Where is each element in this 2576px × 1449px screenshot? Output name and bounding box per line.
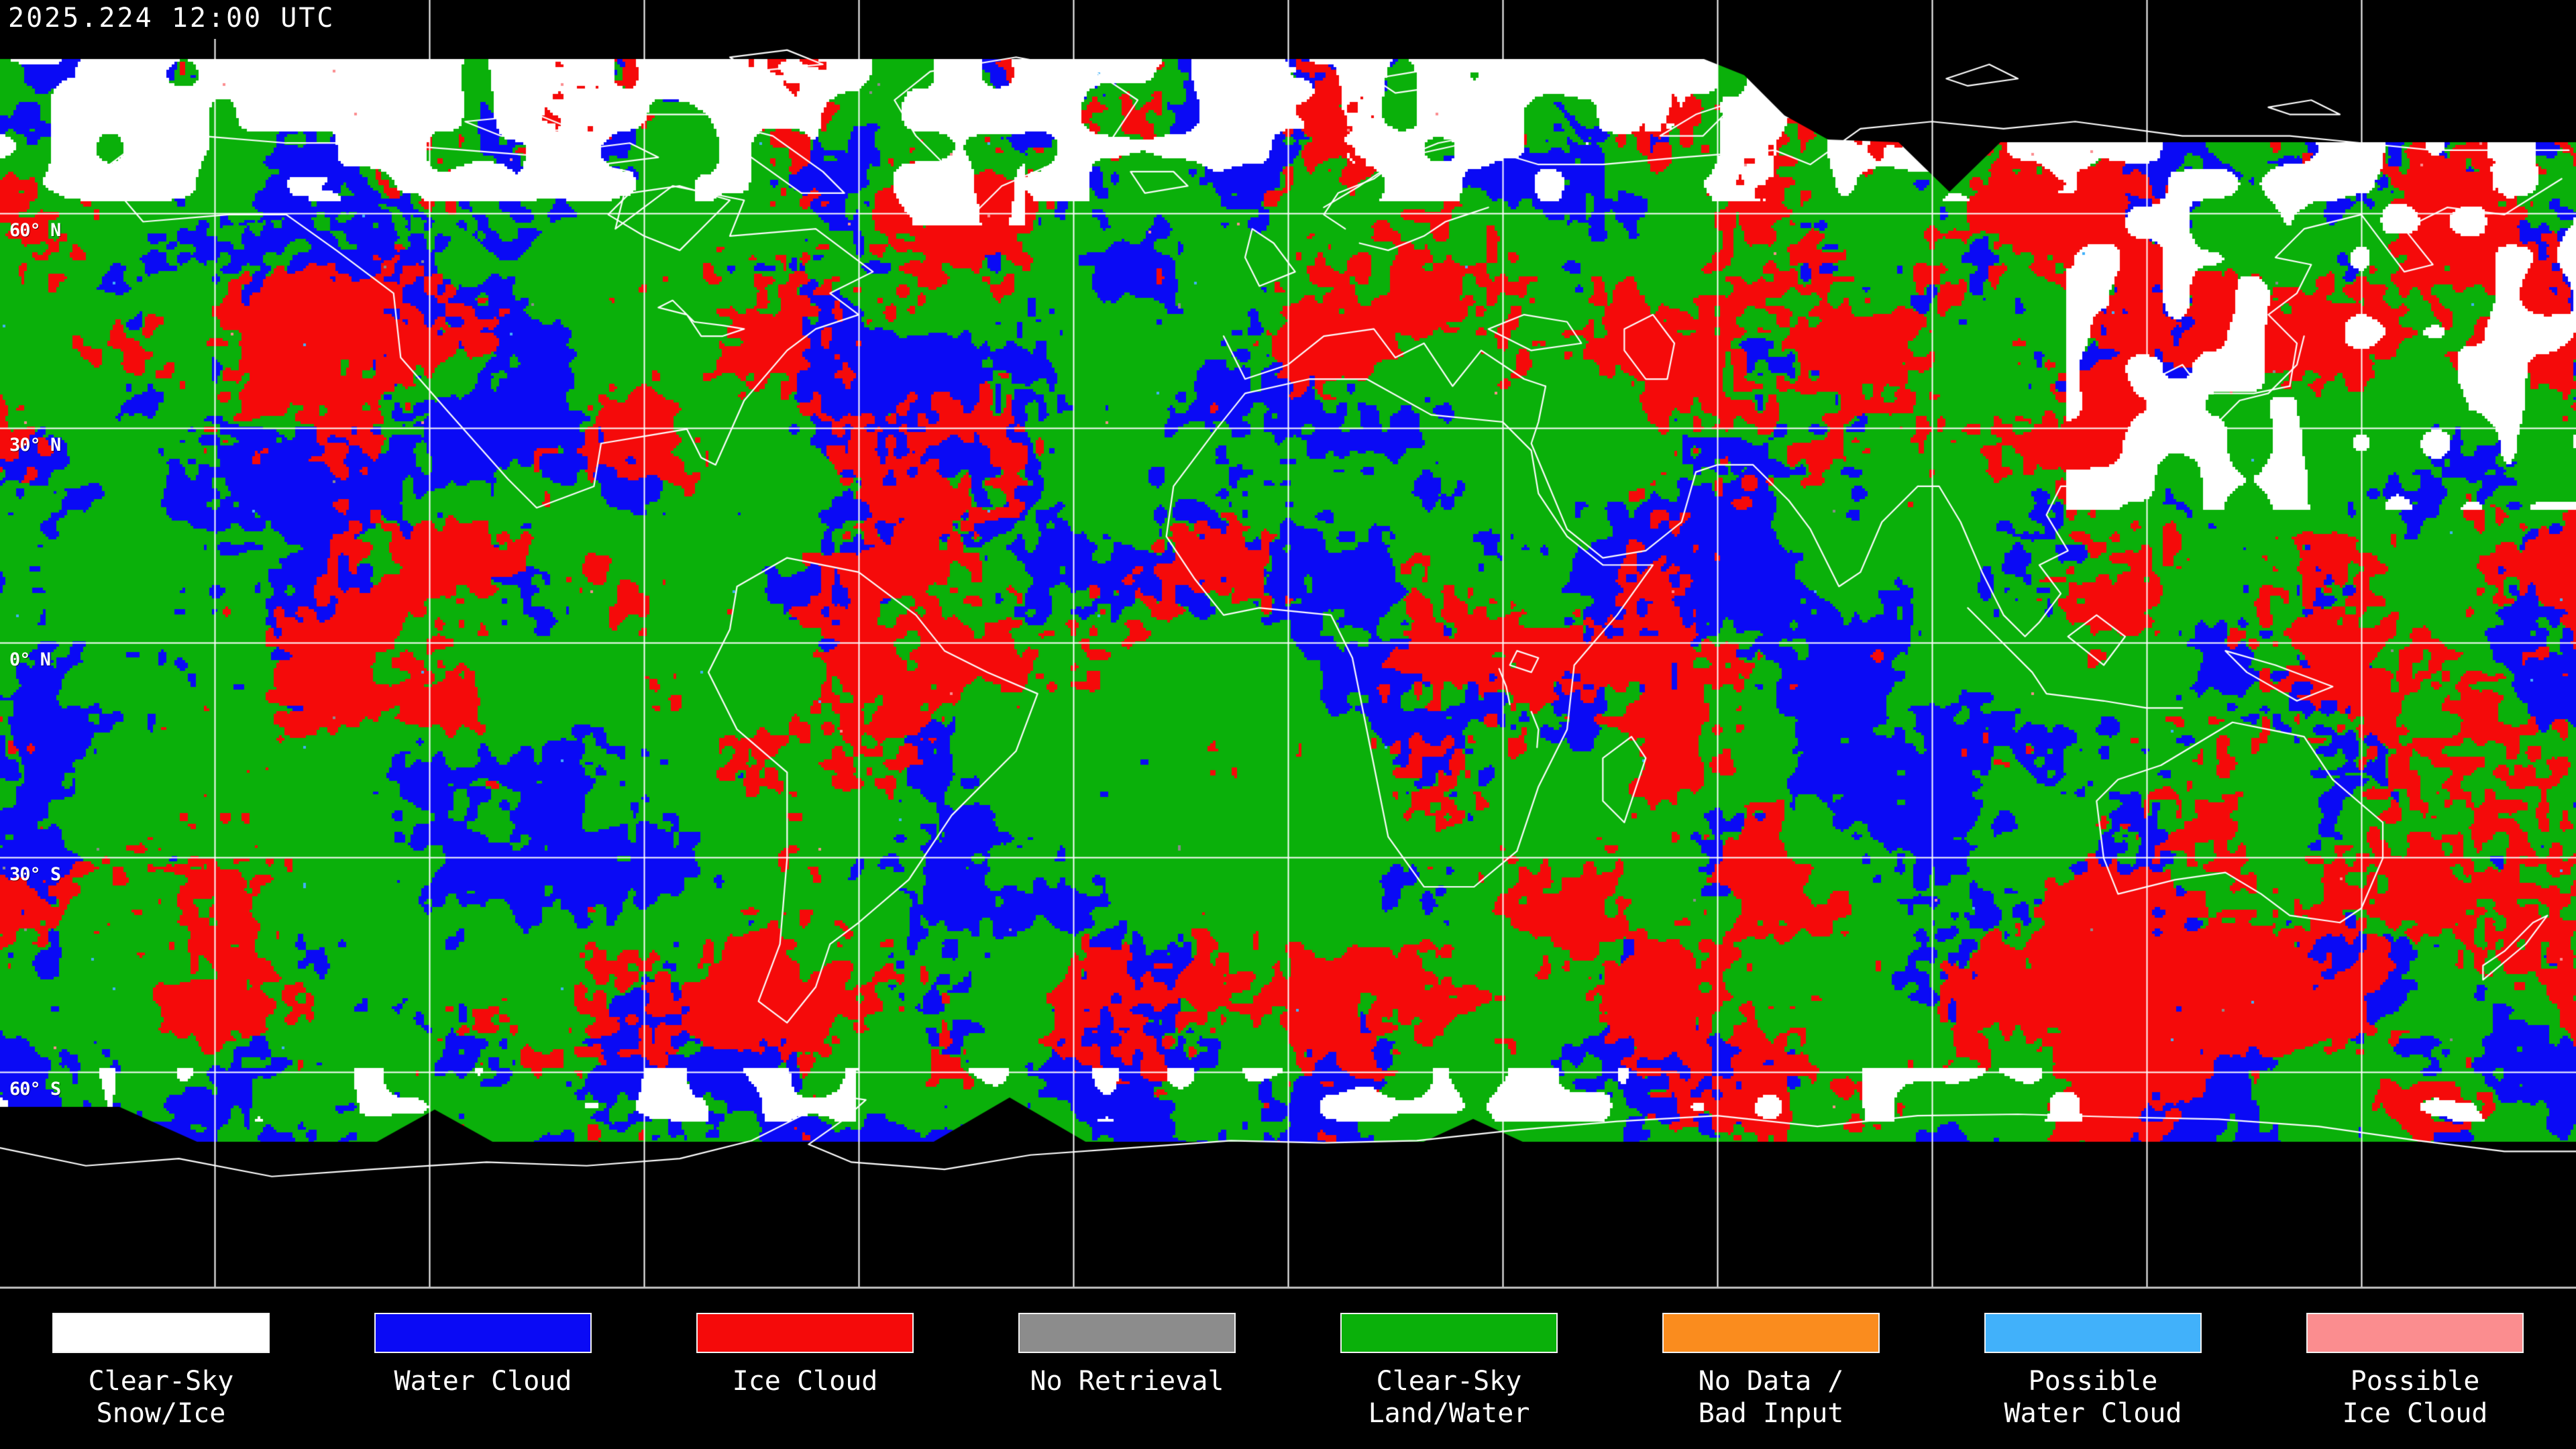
legend-label-line: No Data / [1698, 1366, 1844, 1397]
legend-entry-possible-ice-cloud: Possible Ice Cloud [2254, 1313, 2576, 1430]
legend-label: Possible Ice Cloud [2343, 1365, 2488, 1430]
legend-label: Possible Water Cloud [2004, 1365, 2182, 1430]
legend-label-line: Ice Cloud [732, 1366, 878, 1397]
legend-label-line: Possible [2350, 1366, 2480, 1397]
legend-label-line: Possible [2028, 1366, 2158, 1397]
legend-label-line: Clear-Sky [88, 1366, 234, 1397]
legend-entry-water-cloud: Water Cloud [322, 1313, 644, 1430]
legend-label: Water Cloud [394, 1365, 572, 1397]
legend-entry-possible-water-cloud: Possible Water Cloud [1932, 1313, 2254, 1430]
no-retrieval-swatch [1018, 1313, 1236, 1353]
legend-entry-clear-sky-snow-ice: Clear-Sky Snow/Ice [0, 1313, 322, 1430]
latitude-label: 60° S [9, 1079, 61, 1099]
no-data-bad-input-swatch [1662, 1313, 1880, 1353]
legend-label: Clear-Sky Land/Water [1368, 1365, 1530, 1430]
latitude-label: 0° N [9, 649, 51, 670]
legend-label-line: Clear-Sky [1376, 1366, 1522, 1397]
legend-label-line: Snow/Ice [96, 1398, 226, 1429]
latitude-label: 30° N [9, 435, 61, 455]
legend-label: Ice Cloud [733, 1365, 878, 1397]
legend-label-line: Bad Input [1698, 1398, 1844, 1429]
ice-cloud-swatch [696, 1313, 914, 1353]
latitude-label: 30° S [9, 864, 61, 885]
clear-sky-land-water-swatch [1340, 1313, 1558, 1353]
legend-entry-clear-sky-land-water: Clear-Sky Land/Water [1288, 1313, 1610, 1430]
legend-label: No Retrieval [1030, 1365, 1224, 1397]
legend-entry-no-retrieval: No Retrieval [966, 1313, 1288, 1430]
possible-water-cloud-swatch [1984, 1313, 2202, 1353]
legend-label-line: Land/Water [1368, 1398, 1530, 1429]
legend-label: No Data / Bad Input [1699, 1365, 1844, 1430]
legend-label-line: No Retrieval [1030, 1366, 1224, 1397]
timestamp: 2025.224 12:00 UTC [5, 0, 347, 39]
legend-label-line: Water Cloud [394, 1366, 572, 1397]
legend-entry-no-data-bad-input: No Data / Bad Input [1610, 1313, 1932, 1430]
possible-ice-cloud-swatch [2306, 1313, 2524, 1353]
clear-sky-snow-ice-swatch [52, 1313, 270, 1353]
water-cloud-swatch [374, 1313, 592, 1353]
legend-entry-ice-cloud: Ice Cloud [644, 1313, 966, 1430]
legend: Clear-Sky Snow/Ice Water Cloud Ice Cloud No … [0, 1313, 2576, 1430]
latitude-label: 60° N [9, 220, 61, 241]
legend-label: Clear-Sky Snow/Ice [89, 1365, 234, 1430]
legend-label-line: Ice Cloud [2342, 1398, 2488, 1429]
legend-label-line: Water Cloud [2004, 1398, 2182, 1429]
